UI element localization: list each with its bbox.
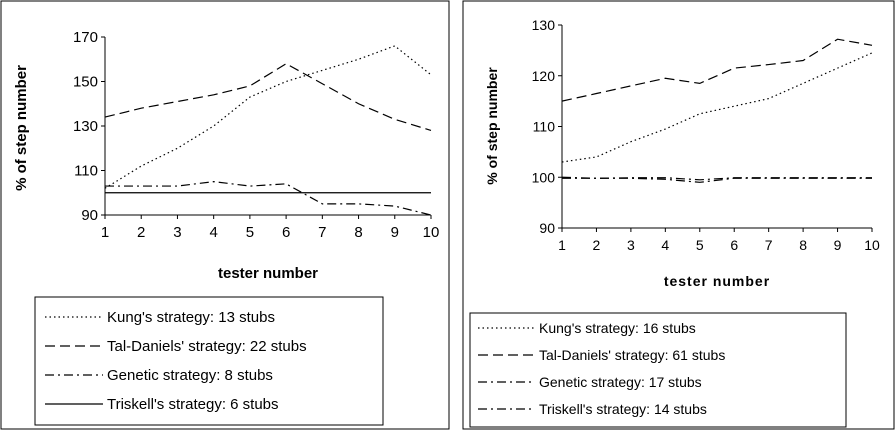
x-tick-label: 5 (246, 224, 254, 241)
y-tick-label: 170 (73, 29, 98, 46)
x-tick-label: 6 (282, 224, 290, 241)
x-tick-label: 8 (799, 237, 807, 253)
series-line-3 (105, 181, 432, 216)
chart-frame (0, 0, 450, 430)
series-line-1 (104, 45, 432, 189)
series-line-1 (561, 52, 873, 163)
y-tick-label: 110 (533, 119, 556, 135)
legend-label-3: Genetic strategy: 8 stubs (107, 367, 273, 384)
series-line-2 (561, 38, 873, 102)
y-tick-label: 90 (81, 207, 98, 224)
x-tick-label: 6 (730, 237, 738, 253)
chart-right-svg: 90 100 110 120 130 1 2 3 4 5 6 7 8 9 10 tester number % … (462, 0, 895, 430)
x-tick-label: 1 (101, 224, 109, 241)
x-tick-label: 9 (834, 237, 842, 253)
x-tick-label: 1 (558, 237, 566, 253)
chart-left-svg: 90 110 130 150 170 1 2 3 4 5 6 7 8 9 10 tester number % … (0, 0, 450, 430)
series-line-4 (561, 176, 872, 181)
x-tick-label: 2 (593, 237, 601, 253)
y-tick-label: 120 (532, 68, 556, 84)
x-axis-label: tester number (218, 265, 318, 282)
x-tick-label: 7 (765, 237, 773, 253)
x-tick-label: 3 (173, 224, 181, 241)
chart-panel-right: 90 100 110 120 130 1 2 3 4 5 6 7 8 9 10 tester number % … (462, 0, 896, 431)
chart-panel-left: 90 110 130 150 170 1 2 3 4 5 6 7 8 9 10 tester number % … (0, 0, 450, 430)
series-line-2 (104, 63, 432, 132)
x-axis-label: tester number (664, 273, 770, 289)
x-tick-label: 10 (423, 224, 440, 241)
x-tick-label: 4 (661, 237, 669, 253)
y-tick-label: 100 (532, 169, 556, 185)
y-tick-label: 110 (74, 163, 98, 180)
x-tick-label: 5 (696, 237, 704, 253)
legend-label-2: Tal-Daniels' strategy: 22 stubs (107, 338, 307, 355)
y-tick-label: 150 (73, 74, 98, 91)
legend-box (34, 296, 384, 426)
y-axis-label: % of step number (13, 65, 30, 191)
x-tick-label: 3 (627, 237, 635, 253)
legend-label-2: Tal-Daniels' strategy: 61 stubs (539, 347, 725, 363)
y-tick-label: 90 (539, 220, 555, 236)
legend-label-3: Genetic strategy: 17 stubs (539, 374, 702, 390)
x-tick-label: 8 (354, 224, 362, 241)
x-tick-label: 7 (318, 224, 326, 241)
y-tick-label: 130 (73, 118, 98, 135)
y-tick-label: 130 (532, 17, 556, 33)
x-tick-label: 9 (391, 224, 399, 241)
x-tick-label: 4 (209, 224, 217, 241)
legend-label-1: Kung's strategy: 16 stubs (539, 320, 696, 336)
legend-label-1: Kung's strategy: 13 stubs (107, 309, 275, 326)
x-tick-label: 2 (137, 224, 145, 241)
chart-frame (462, 0, 895, 430)
x-tick-label: 10 (864, 237, 880, 253)
legend-label-4: Triskell's strategy: 14 stubs (539, 401, 707, 417)
legend-box (469, 312, 847, 428)
y-axis-label: % of step number (484, 67, 500, 185)
legend-label-4: Triskell's strategy: 6 stubs (107, 396, 279, 413)
